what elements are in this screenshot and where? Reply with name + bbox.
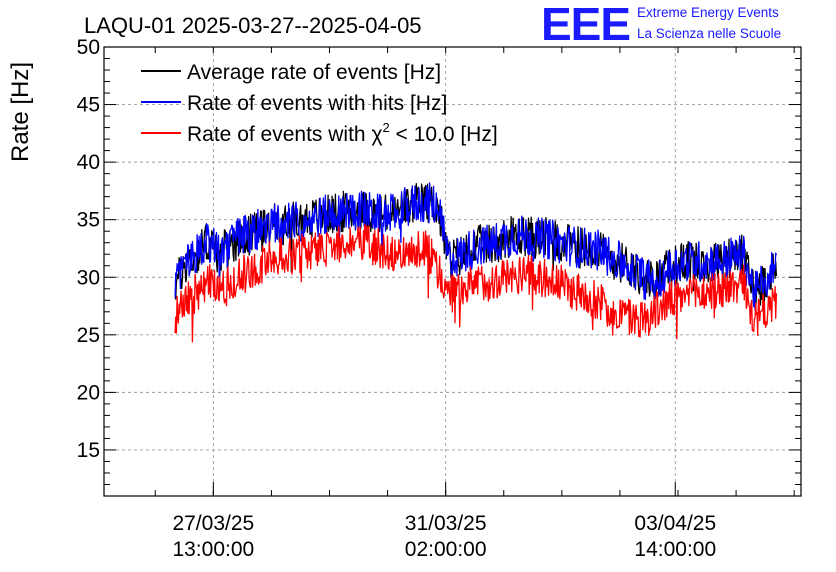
legend-label-chi2-pre: Rate of events with [187, 123, 371, 146]
plot-frame [103, 46, 802, 497]
x-tick-time: 02:00:00 [405, 538, 487, 561]
x-tick-time: 13:00:00 [172, 538, 254, 561]
series-lines [174, 182, 778, 343]
series-hits-line [174, 182, 778, 311]
y-axis-label: Rate [Hz] [7, 62, 34, 162]
eee-logo-line1: Extreme Energy Events [637, 5, 779, 20]
series-chi2-line [174, 223, 778, 343]
legend: Average rate of events [Hz] Rate of even… [141, 61, 498, 146]
y-tick-label: 30 [77, 266, 100, 289]
x-tick-date: 27/03/25 [172, 512, 254, 535]
x-tick-time: 14:00:00 [634, 538, 716, 561]
eee-logo-line2: La Scienza nelle Scuole [637, 26, 781, 41]
y-tick-label: 45 [77, 94, 100, 117]
eee-logo-mark: EEE [541, 0, 630, 50]
legend-label-chi2-post: < 10.0 [Hz] [390, 123, 498, 146]
legend-label-average: Average rate of events [Hz] [187, 61, 441, 84]
y-tick-label: 50 [77, 36, 100, 59]
y-tick-label: 15 [77, 439, 100, 462]
legend-label-chi2: Rate of events with χ2 < 10.0 [Hz] [187, 120, 498, 146]
legend-label-chi2-sup: 2 [382, 120, 389, 135]
axes: 15 20 25 30 35 40 45 50 27/03/25 13:00:00 31/03/25… [77, 36, 801, 561]
x-tick-date: 03/04/25 [634, 512, 716, 535]
eee-logo: EEE Extreme Energy Events La Scienza nel… [541, 0, 781, 50]
legend-label-chi2-symbol: χ [371, 123, 382, 146]
x-tick-date: 31/03/25 [405, 512, 487, 535]
y-tick-label: 20 [77, 381, 100, 404]
legend-label-hits: Rate of events with hits [Hz] [187, 92, 447, 115]
y-tick-label: 35 [77, 209, 100, 232]
y-tick-label: 25 [77, 324, 100, 347]
y-tick-label: 40 [77, 151, 100, 174]
chart-title: LAQU-01 2025-03-27--2025-04-05 [84, 13, 422, 38]
